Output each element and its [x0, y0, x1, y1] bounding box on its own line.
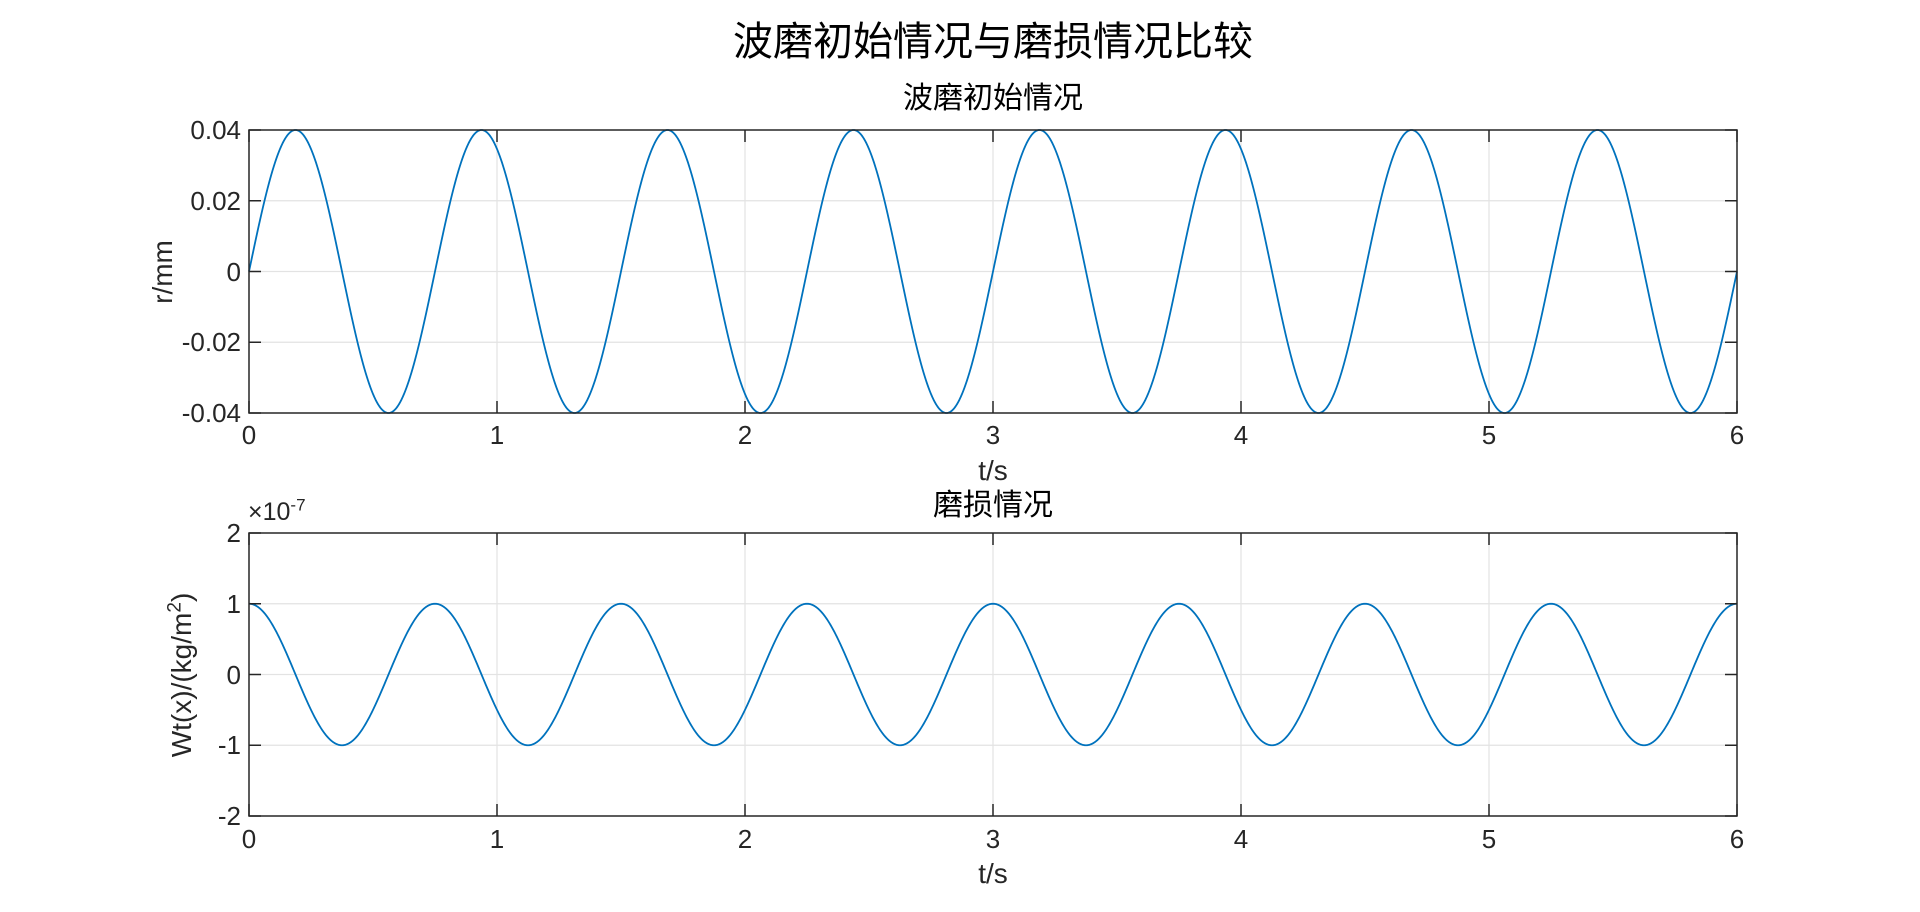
subplot2-x-tick-label: 1 [489, 824, 505, 854]
subplot2-x-tick-label: 4 [1233, 824, 1249, 854]
subplot1-x-tick-label: 3 [985, 420, 1001, 450]
subplot1-y-tick-label: 0 [226, 256, 241, 287]
subplot2-x-tick-label: 2 [737, 824, 753, 854]
multiplier-base: ×10 [248, 498, 291, 526]
subplot1-y-tick-label: 0.04 [190, 115, 241, 145]
subplot2-y-tick-label: 1 [226, 588, 241, 619]
subplot2-xlabel: t/s [978, 858, 1008, 889]
subplot1-x-tick-label: 2 [737, 420, 753, 450]
subplot2-y-tick-label: 2 [226, 518, 241, 548]
subplot1-title: 波磨初始情况 [903, 82, 1083, 115]
multiplier-exponent: -7 [290, 495, 306, 515]
subplot1-y-tick-label: -0.04 [181, 398, 241, 428]
subplot1-xlabel: t/s [978, 455, 1008, 486]
series-line-initial-corrugation [248, 129, 1738, 414]
subplot2-x-tick-label: 5 [1481, 824, 1497, 854]
subplot1-y-tick-label: -0.02 [181, 327, 241, 358]
subplot2-x-tick-label: 0 [241, 824, 257, 854]
series-line-wear [248, 602, 1738, 747]
subplot1-x-tick-label: 1 [489, 420, 505, 450]
subplot1-x-tick-label: 0 [241, 420, 257, 450]
subplot2-title: 磨损情况 [933, 489, 1053, 522]
subplot2-y-tick-label: -2 [217, 801, 241, 831]
subplot1-x-tick-label: 4 [1233, 420, 1249, 450]
subplot2-x-tick-label: 6 [1729, 824, 1745, 854]
subplot-1-axes [248, 129, 1738, 414]
subplot2-y-tick-label: -1 [217, 730, 241, 761]
subplot2-x-tick-label: 3 [985, 824, 1001, 854]
figure-title: 波磨初始情况与磨损情况比较 [733, 19, 1253, 64]
subplot-2-axes [248, 532, 1738, 817]
subplot1-y-tick-label: 0.02 [190, 185, 241, 216]
subplot2-y-axis-multiplier: ×10-7 [248, 495, 306, 526]
subplot2-y-tick-label: 0 [226, 659, 241, 690]
subplot1-x-tick-label: 6 [1729, 420, 1745, 450]
subplot1-x-tick-label: 5 [1481, 420, 1497, 450]
